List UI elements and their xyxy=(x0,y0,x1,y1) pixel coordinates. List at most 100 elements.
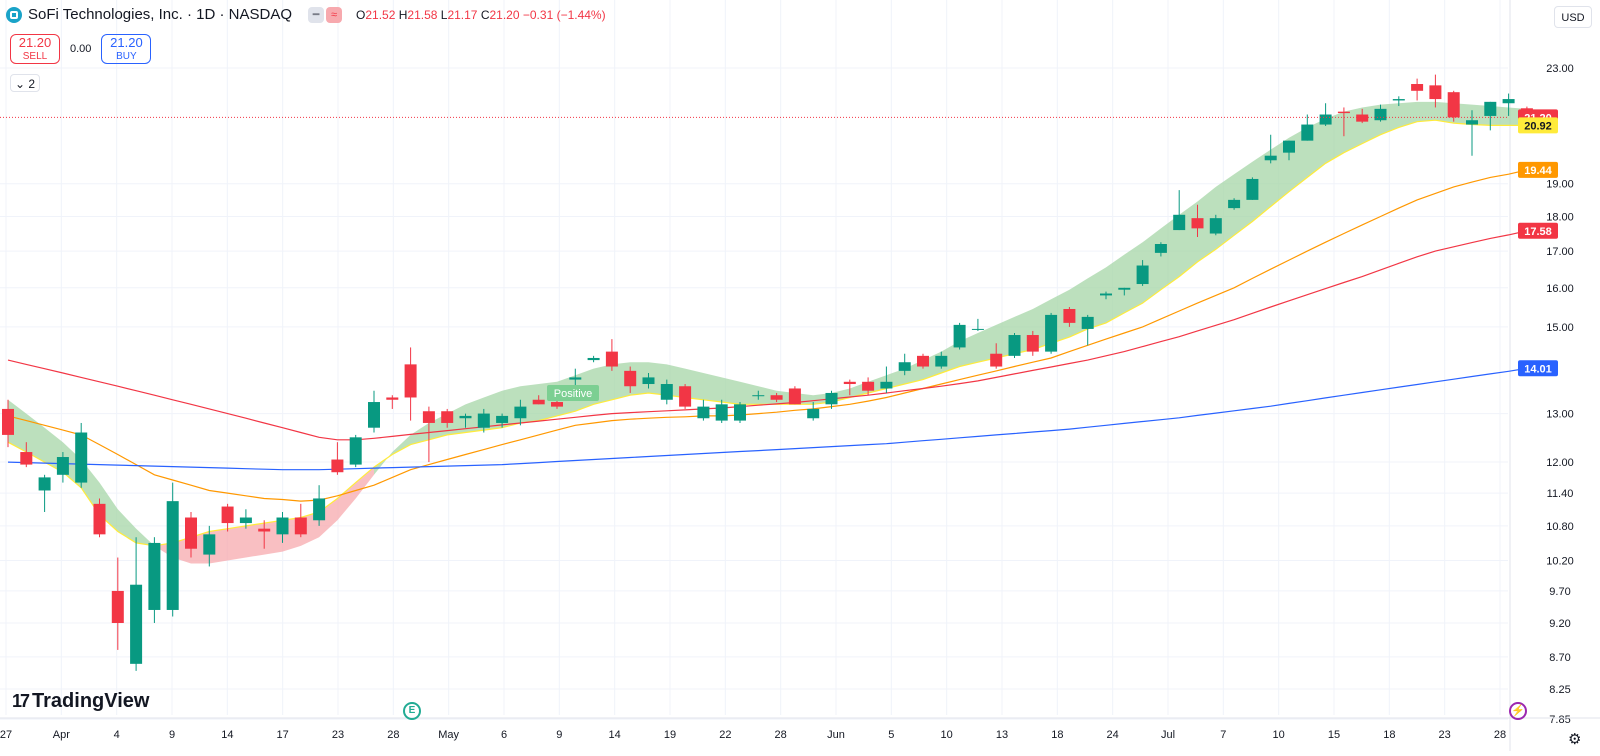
symbol-title[interactable]: SoFi Technologies, Inc. · 1D · NASDAQ xyxy=(28,6,292,23)
x-tick-label: 9 xyxy=(556,729,562,741)
minus-icon[interactable]: ━ xyxy=(308,6,324,23)
candle-body xyxy=(441,411,454,423)
candle-body xyxy=(1411,84,1424,91)
y-tick-label: 23.00 xyxy=(1546,63,1574,75)
x-tick-label: 18 xyxy=(1051,729,1063,741)
candle-body xyxy=(917,355,929,367)
x-tick-label: Jul xyxy=(1161,729,1175,741)
x-tick-label: 9 xyxy=(169,729,175,741)
tradingview-logo[interactable]: 17 TradingView xyxy=(12,690,149,713)
x-tick-label: 18 xyxy=(1383,729,1395,741)
buy-button[interactable]: 21.20 BUY xyxy=(101,34,152,64)
x-tick-label: 28 xyxy=(1494,729,1506,741)
approx-icon[interactable]: ≈ xyxy=(326,6,342,23)
candle-body xyxy=(1063,308,1076,323)
ohlc-readout: O21.52 H21.58 L21.17 C21.20 −0.31 (−1.44… xyxy=(356,8,606,22)
candle-body xyxy=(1374,108,1387,121)
x-tick-label: 7 xyxy=(1220,729,1226,741)
x-tick-label: 22 xyxy=(719,729,731,741)
sell-button[interactable]: 21.20 SELL xyxy=(10,34,60,64)
y-tick-label: 19.00 xyxy=(1546,179,1574,191)
candle-body xyxy=(1026,335,1039,352)
candle-body xyxy=(1008,335,1021,356)
x-tick-label: 17 xyxy=(277,729,289,741)
bearish-cloud xyxy=(154,467,374,564)
earnings-icon[interactable]: E xyxy=(403,702,421,720)
x-tick-label: 23 xyxy=(1439,729,1451,741)
candle-body xyxy=(752,395,765,397)
candle-body xyxy=(459,415,472,419)
tradingview-wordmark: TradingView xyxy=(32,690,150,712)
price-badge xyxy=(1518,222,1558,239)
x-tick-label: 6 xyxy=(501,729,507,741)
candle-body xyxy=(880,381,893,389)
candle-body xyxy=(56,457,69,475)
moving-average-line-3 xyxy=(7,367,1527,471)
series-toggle[interactable]: ━ ≈ xyxy=(308,6,342,23)
candle-body xyxy=(20,452,33,465)
candle-body xyxy=(1319,114,1332,125)
chart-header: SoFi Technologies, Inc. · 1D · NASDAQ ━ … xyxy=(6,6,606,23)
candle-body xyxy=(953,324,966,348)
candle-body xyxy=(239,517,252,524)
x-tick-label: 28 xyxy=(387,729,399,741)
candle-body xyxy=(587,357,600,361)
candle-body xyxy=(1045,314,1058,352)
candle-body xyxy=(532,399,545,405)
candle-body xyxy=(825,392,838,405)
candle-body xyxy=(660,384,673,400)
candle-body xyxy=(368,402,380,428)
candle-body xyxy=(679,386,692,407)
candle-body xyxy=(1246,178,1259,200)
candle-body xyxy=(1100,293,1112,296)
candle-body xyxy=(862,381,875,391)
candle-body xyxy=(38,477,51,491)
candle-body xyxy=(1081,316,1094,329)
y-tick-label: 7.85 xyxy=(1549,714,1570,726)
moving-average-line-1 xyxy=(7,169,1528,502)
x-tick-label: 4 xyxy=(114,729,120,741)
currency-selector[interactable]: USD xyxy=(1554,6,1592,28)
candle-body xyxy=(422,411,435,423)
candle-body xyxy=(2,408,14,435)
candle-body xyxy=(788,388,801,405)
candle-body xyxy=(1228,199,1241,209)
candle-body xyxy=(258,528,271,532)
close-label: C xyxy=(480,7,490,22)
candle-body xyxy=(1429,85,1442,100)
candle-body xyxy=(1392,99,1405,101)
x-tick-label: 15 xyxy=(1328,729,1340,741)
y-tick-label: 16.00 xyxy=(1546,283,1574,295)
candle-body xyxy=(1264,155,1277,161)
candle-body xyxy=(166,501,179,610)
change-value: −0.31 (−1.44%) xyxy=(522,7,606,22)
candle-body xyxy=(1301,124,1314,141)
candle-body xyxy=(221,506,234,524)
candle-body xyxy=(1502,99,1515,104)
price-badge xyxy=(1518,360,1558,377)
lightning-icon[interactable]: ⚡ xyxy=(1509,702,1527,720)
candle-body xyxy=(185,517,197,549)
moving-average-line-2 xyxy=(7,230,1528,441)
candle-body xyxy=(1337,111,1350,114)
candle-body xyxy=(93,503,106,535)
candle-body xyxy=(715,404,728,421)
candle-body xyxy=(1191,218,1204,229)
x-tick-label: 19 xyxy=(664,729,676,741)
open-label: O xyxy=(356,7,366,22)
symbol-logo-icon xyxy=(6,6,22,23)
candle-body xyxy=(1447,92,1460,118)
close-value: 21.20 xyxy=(489,7,520,22)
candle-body xyxy=(624,370,637,387)
tradingview-mark-icon: 17 xyxy=(12,691,30,711)
indicators-collapse-button[interactable]: ⌄ 2 xyxy=(10,74,40,92)
candle-body xyxy=(1466,120,1478,125)
y-tick-label: 17.00 xyxy=(1546,246,1574,258)
price-badge xyxy=(1518,117,1558,134)
gear-icon[interactable]: ⚙ xyxy=(1568,731,1582,748)
candle-body xyxy=(313,498,326,521)
x-tick-label: 28 xyxy=(775,729,787,741)
candle-body xyxy=(276,517,289,535)
